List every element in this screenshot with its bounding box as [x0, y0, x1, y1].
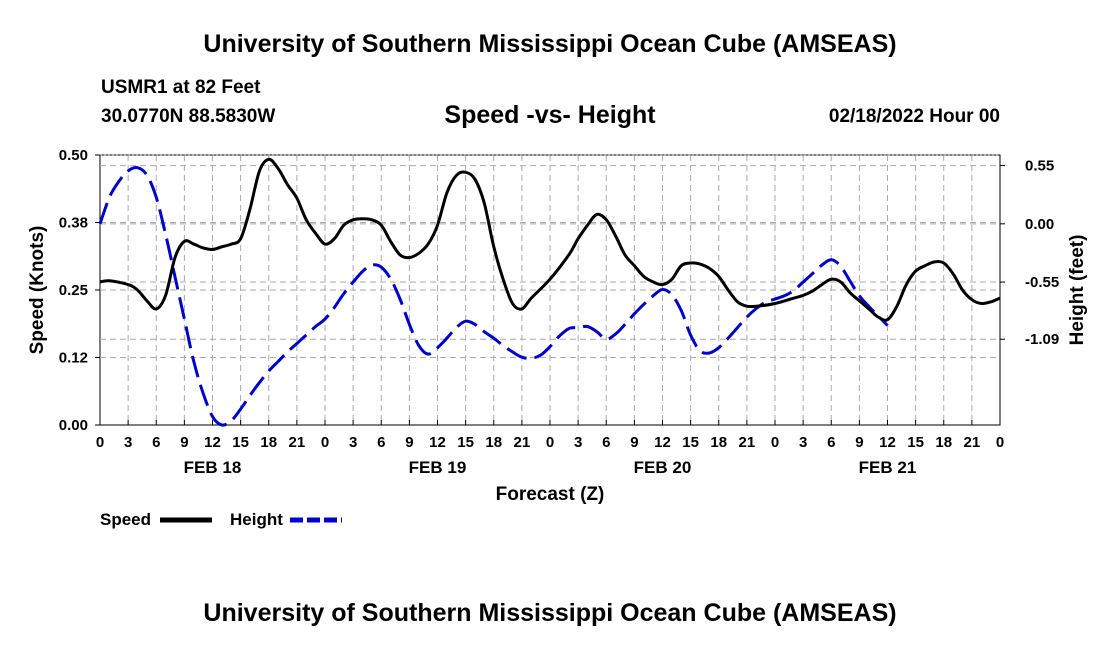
x-tick-label: 21 — [289, 434, 306, 451]
x-tick-label: 0 — [546, 434, 554, 451]
y-axis-label: Speed (Knots) — [27, 226, 48, 355]
y2-tick-label: 0.00 — [1025, 216, 1054, 233]
x-tick-label: 6 — [377, 434, 385, 451]
x-tick-label: 0 — [996, 434, 1004, 451]
y2-tick-label: -1.09 — [1025, 331, 1059, 348]
x-tick-label: 6 — [602, 434, 610, 451]
x-tick-label: 3 — [574, 434, 582, 451]
x-tick-label: 18 — [710, 434, 727, 451]
x-tick-label: 9 — [180, 434, 188, 451]
x-tick-label: 12 — [204, 434, 221, 451]
day-label: FEB 18 — [184, 458, 242, 477]
y-tick-label: 0.00 — [59, 417, 88, 434]
x-tick-label: 18 — [935, 434, 952, 451]
x-tick-label: 15 — [232, 434, 249, 451]
x-tick-label: 3 — [349, 434, 357, 451]
y-tick-label: 0.50 — [59, 147, 88, 164]
x-tick-label: 3 — [799, 434, 807, 451]
x-tick-label: 21 — [514, 434, 531, 451]
x-tick-label: 12 — [429, 434, 446, 451]
y2-tick-label: -0.55 — [1025, 274, 1059, 291]
speed-series-line — [99, 157, 1001, 322]
y-tick-label: 0.12 — [59, 350, 88, 367]
chart-subtitle: Speed -vs- Height — [444, 101, 656, 129]
x-tick-label: 12 — [879, 434, 896, 451]
x-axis-label: Forecast (Z) — [496, 484, 605, 505]
x-tick-label: 9 — [630, 434, 638, 451]
day-label: FEB 20 — [634, 458, 692, 477]
day-label: FEB 19 — [409, 458, 467, 477]
x-tick-label: 15 — [457, 434, 474, 451]
x-tick-label: 6 — [827, 434, 835, 451]
y-tick-label: 0.25 — [59, 282, 88, 299]
x-tick-label: 3 — [124, 434, 132, 451]
x-tick-label: 18 — [260, 434, 277, 451]
x-tick-label: 15 — [682, 434, 699, 451]
x-tick-label: 0 — [771, 434, 779, 451]
legend-speed-label: Speed — [100, 510, 151, 529]
y-tick-label: 0.38 — [59, 215, 88, 232]
x-tick-label: 21 — [964, 434, 981, 451]
x-tick-label: 0 — [96, 434, 104, 451]
x-tick-label: 0 — [321, 434, 329, 451]
day-label: FEB 21 — [859, 458, 917, 477]
x-tick-label: 15 — [907, 434, 924, 451]
y2-tick-label: 0.55 — [1025, 158, 1054, 175]
x-tick-label: 12 — [654, 434, 671, 451]
height-series-line — [98, 166, 889, 427]
y2-axis-label: Height (feet) — [1067, 235, 1088, 346]
footer-title: University of Southern Mississippi Ocean… — [203, 599, 897, 627]
forecast-datetime: 02/18/2022 Hour 00 — [828, 106, 1000, 127]
x-tick-label: 9 — [405, 434, 413, 451]
chart-main-title: University of Southern Mississippi Ocean… — [203, 30, 897, 58]
x-tick-label: 18 — [485, 434, 502, 451]
x-tick-label: 6 — [152, 434, 160, 451]
x-tick-label: 21 — [739, 434, 756, 451]
x-tick-label: 9 — [855, 434, 863, 451]
station-coordinates: 30.0770N 88.5830W — [101, 106, 276, 127]
station-label: USMR1 at 82 Feet — [101, 77, 261, 98]
legend-height-label: Height — [230, 510, 283, 529]
